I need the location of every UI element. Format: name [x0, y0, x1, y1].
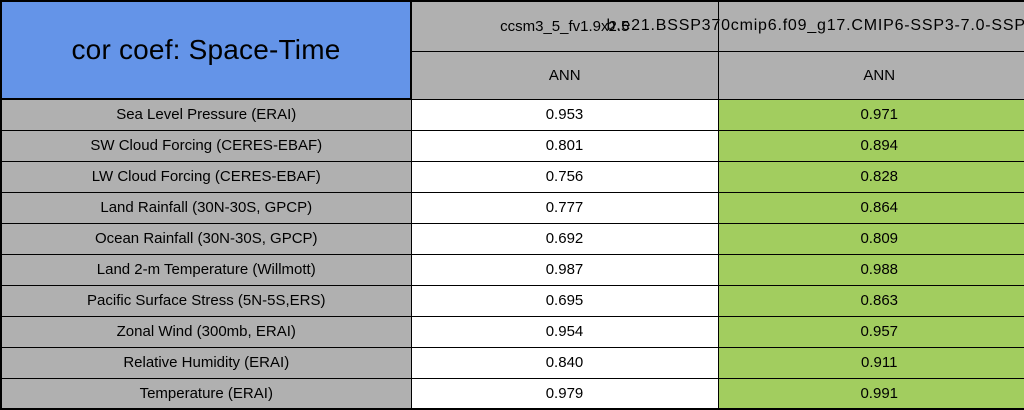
- row-label-cell: Relative Humidity (ERAI): [0, 346, 412, 379]
- value-cell-model2: 0.828: [717, 160, 1024, 193]
- table-row: Pacific Surface Stress (5N-5S,ERS) 0.695…: [0, 284, 1024, 317]
- table-row: Ocean Rainfall (30N-30S, GPCP) 0.692 0.8…: [0, 222, 1024, 255]
- row-label-cell: Sea Level Pressure (ERAI): [0, 98, 412, 131]
- season-header-cell-2: ANN: [717, 50, 1024, 100]
- value-cell-model2: 0.864: [717, 191, 1024, 224]
- value-cell-model2: 0.971: [717, 98, 1024, 131]
- table-row: Zonal Wind (300mb, ERAI) 0.954 0.957: [0, 315, 1024, 348]
- value-cell-model2: 0.894: [717, 129, 1024, 162]
- value-cell-model1: 0.756: [410, 160, 719, 193]
- value-cell-model1: 0.777: [410, 191, 719, 224]
- row-label-cell: Ocean Rainfall (30N-30S, GPCP): [0, 222, 412, 255]
- value-cell-model1: 0.987: [410, 253, 719, 286]
- row-label-cell: LW Cloud Forcing (CERES-EBAF): [0, 160, 412, 193]
- table-row: LW Cloud Forcing (CERES-EBAF) 0.756 0.82…: [0, 160, 1024, 193]
- table-row: Land 2-m Temperature (Willmott) 0.987 0.…: [0, 253, 1024, 286]
- value-cell-model2: 0.911: [717, 346, 1024, 379]
- corner-title-cell: cor coef: Space-Time: [0, 0, 412, 100]
- row-label-cell: Land 2-m Temperature (Willmott): [0, 253, 412, 286]
- value-cell-model2: 0.809: [717, 222, 1024, 255]
- value-cell-model1: 0.953: [410, 98, 719, 131]
- row-label-cell: SW Cloud Forcing (CERES-EBAF): [0, 129, 412, 162]
- value-cell-model1: 0.979: [410, 377, 719, 410]
- table-row: SW Cloud Forcing (CERES-EBAF) 0.801 0.89…: [0, 129, 1024, 162]
- value-cell-model2: 0.957: [717, 315, 1024, 348]
- value-cell-model2: 0.988: [717, 253, 1024, 286]
- value-cell-model2: 0.863: [717, 284, 1024, 317]
- table-row: Sea Level Pressure (ERAI) 0.953 0.971: [0, 98, 1024, 131]
- value-cell-model1: 0.954: [410, 315, 719, 348]
- value-cell-model1: 0.692: [410, 222, 719, 255]
- table-row: Land Rainfall (30N-30S, GPCP) 0.777 0.86…: [0, 191, 1024, 224]
- season-header-row: ANN ANN: [1, 50, 1024, 100]
- value-cell-model1: 0.801: [410, 129, 719, 162]
- model-header-cell-2: b.e21.BSSP370cmip6.f09_g17.CMIP6-SSP3-7.…: [607, 0, 1024, 52]
- model-header-row: cor coef: Space-Time ccsm3_5_fv1.9x2.5 b…: [0, 0, 1024, 100]
- value-cell-model1: 0.695: [410, 284, 719, 317]
- value-cell-model1: 0.840: [410, 346, 719, 379]
- season-header-cell-1: ANN: [410, 50, 719, 100]
- model-header-cell-1: ccsm3_5_fv1.9x2.5: [410, 0, 719, 52]
- row-label-cell: Land Rainfall (30N-30S, GPCP): [0, 191, 412, 224]
- table-row: Relative Humidity (ERAI) 0.840 0.911: [0, 346, 1024, 379]
- model-header-overflow-text: b.e21.BSSP370cmip6.f09_g17.CMIP6-SSP3-7.…: [606, 17, 1024, 35]
- row-label-cell: Zonal Wind (300mb, ERAI): [0, 315, 412, 348]
- row-label-cell: Pacific Surface Stress (5N-5S,ERS): [0, 284, 412, 317]
- table-row: Temperature (ERAI) 0.979 0.991: [0, 377, 1024, 410]
- row-label-cell: Temperature (ERAI): [0, 377, 412, 410]
- value-cell-model2: 0.991: [717, 377, 1024, 410]
